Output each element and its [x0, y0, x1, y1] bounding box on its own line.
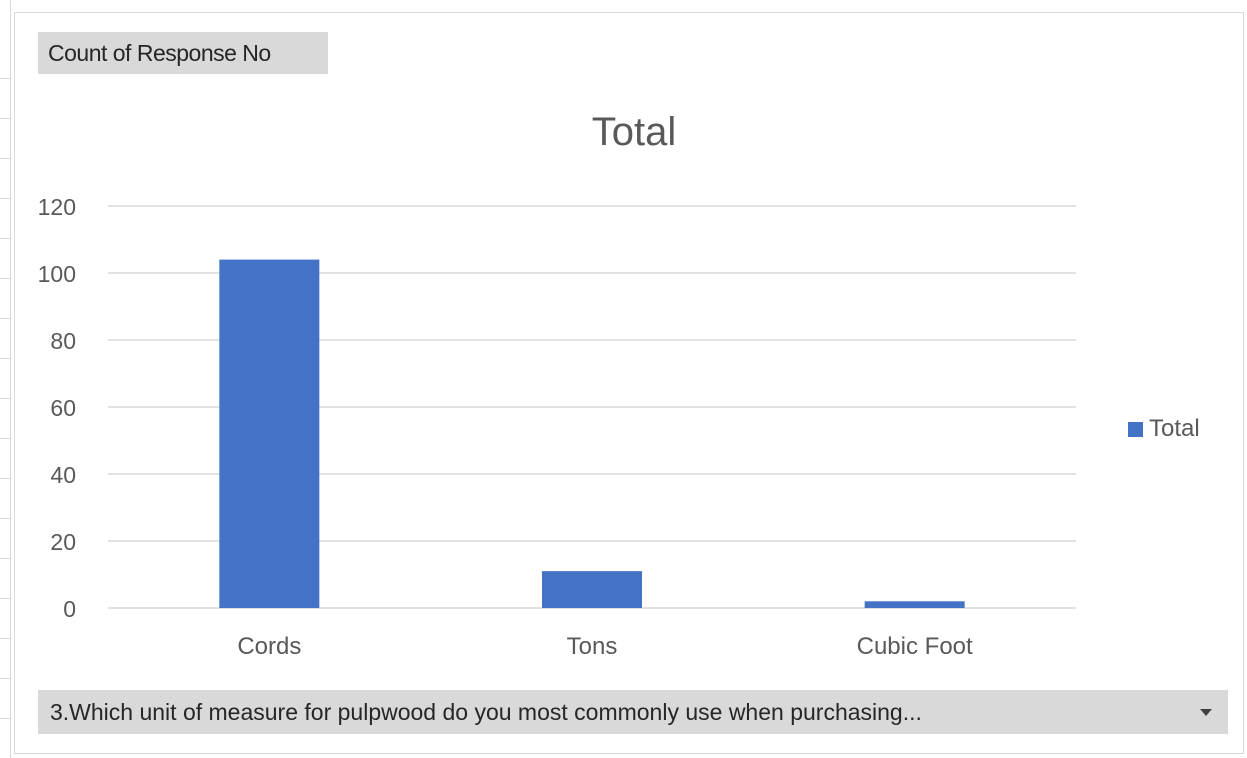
row-divider [0, 398, 10, 399]
legend-label: Total [1149, 415, 1200, 442]
y-tick-label: 60 [50, 395, 76, 421]
row-divider [0, 718, 10, 719]
y-tick-label: 0 [63, 596, 76, 622]
row-divider [0, 678, 10, 679]
x-tick-label: Cubic Foot [857, 633, 973, 660]
bar [864, 601, 965, 608]
x-tick-label: Cords [237, 633, 301, 660]
y-tick-label: 100 [38, 261, 76, 287]
sheet-row-gutter [0, 0, 11, 758]
row-divider [0, 358, 10, 359]
bar [542, 571, 642, 608]
row-divider [0, 558, 10, 559]
row-divider [0, 518, 10, 519]
row-divider [0, 158, 10, 159]
chevron-down-icon[interactable] [1200, 709, 1212, 716]
row-divider [0, 198, 10, 199]
row-divider [0, 598, 10, 599]
row-divider [0, 278, 10, 279]
row-divider [0, 78, 10, 79]
y-tick-label: 20 [50, 529, 76, 555]
pivot-value-field-button[interactable]: Count of Response No [38, 32, 328, 74]
chart-area[interactable] [14, 12, 1244, 754]
row-divider [0, 318, 10, 319]
y-tick-label: 80 [50, 328, 76, 354]
x-tick-label: Tons [567, 633, 618, 660]
row-divider [0, 438, 10, 439]
row-divider [0, 238, 10, 239]
pivot-axis-field-button[interactable]: 3.Which unit of measure for pulpwood do … [38, 690, 1228, 734]
row-divider [0, 638, 10, 639]
row-divider [0, 478, 10, 479]
bar [219, 259, 320, 608]
y-tick-label: 40 [50, 462, 76, 488]
y-tick-label: 120 [38, 194, 76, 220]
row-divider [0, 118, 10, 119]
chart-title: Total [591, 110, 677, 154]
chart-legend[interactable]: Total [1128, 414, 1200, 444]
legend-swatch [1128, 421, 1143, 437]
pivot-axis-field-label: 3.Which unit of measure for pulpwood do … [50, 699, 922, 725]
